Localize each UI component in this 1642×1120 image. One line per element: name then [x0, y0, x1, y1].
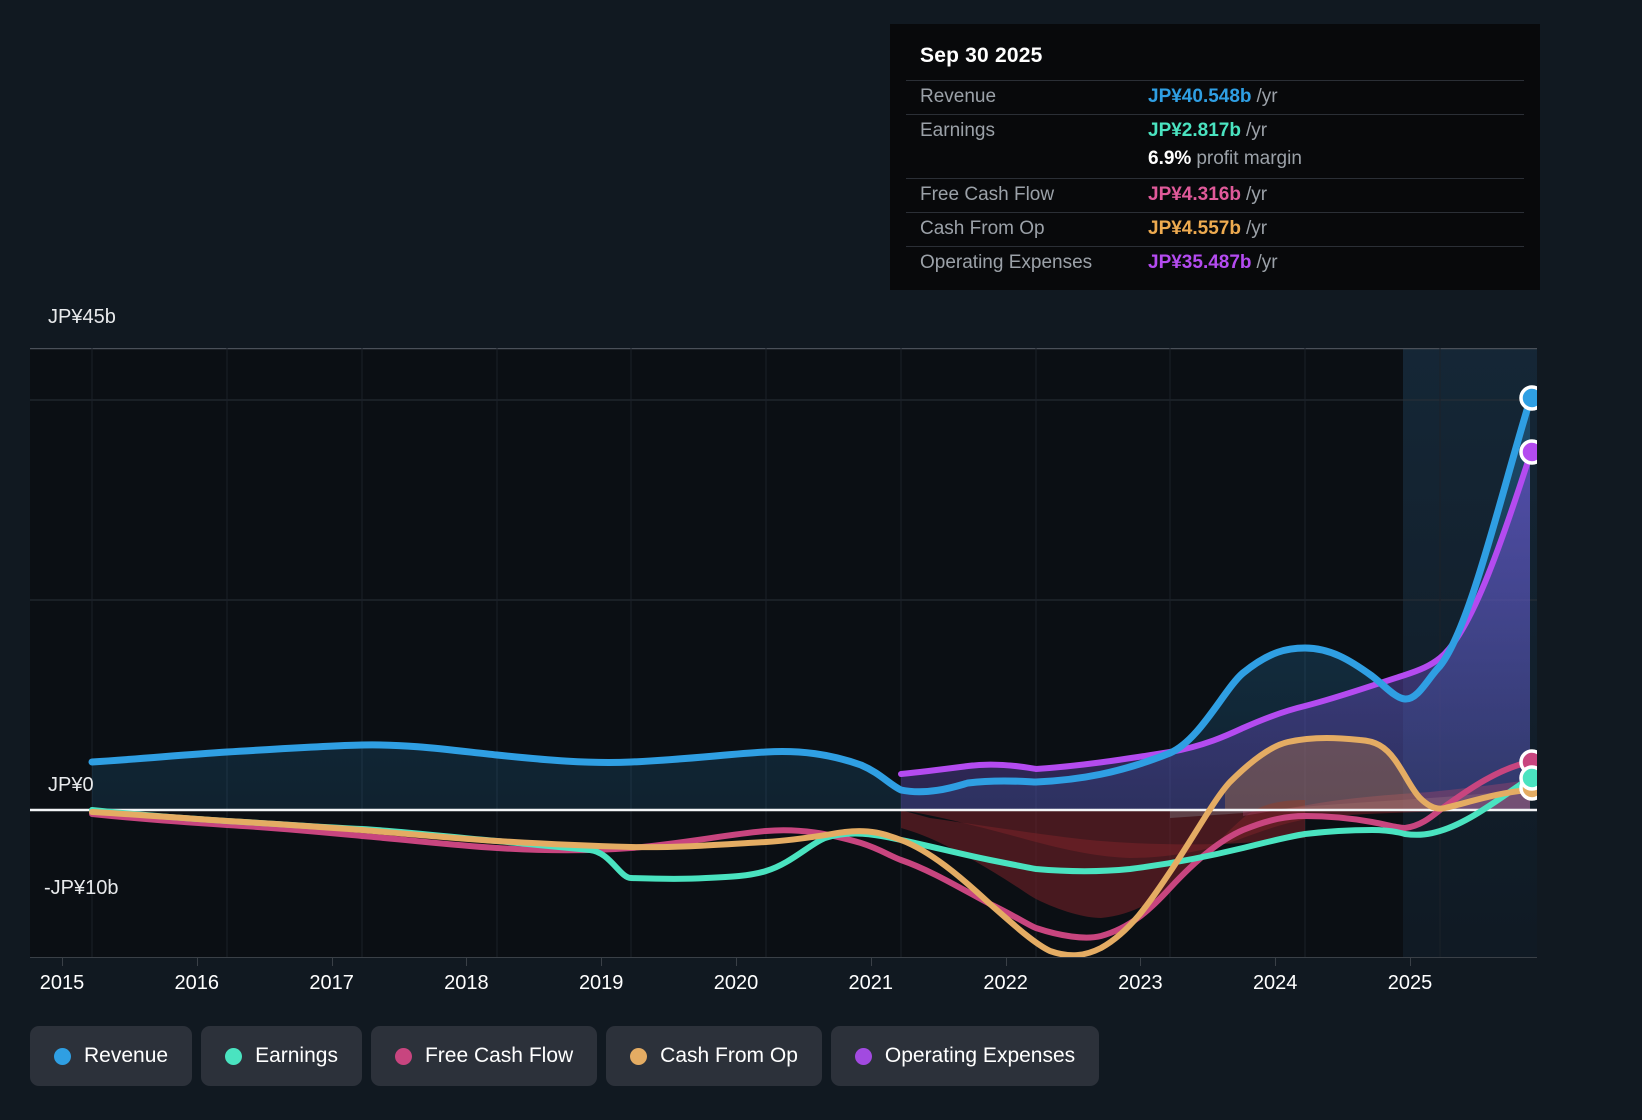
x-axis-line: [30, 957, 1537, 958]
x-axis-tick-label: 2016: [174, 972, 220, 994]
tooltip-row-value-wrap: 6.9% profit margin: [1148, 148, 1302, 170]
x-axis-tick: [601, 957, 603, 966]
revenue-line: [88, 396, 1534, 796]
y-axis-label-zero: JP¥0: [48, 774, 94, 796]
legend-item-label: Operating Expenses: [884, 1044, 1076, 1067]
legend-item-revenue[interactable]: Revenue: [30, 1026, 193, 1086]
x-axis-tick: [62, 957, 63, 966]
opex-endpoint-marker: [1519, 439, 1537, 465]
legend-item-label: Revenue: [84, 1044, 169, 1067]
tooltip-row-unit: /yr: [1245, 120, 1268, 141]
vertical-gridlines: [91, 348, 1441, 958]
x-axis-tick-label: 2020: [713, 972, 759, 994]
x-axis-tick: [1410, 957, 1411, 966]
cash-from-op-line: [89, 735, 1533, 958]
y-axis-label-negative: -JP¥10b: [44, 877, 119, 899]
legend-color-dot-icon: [394, 1047, 412, 1065]
tooltip-row-value-wrap: JP¥2.817b/yr: [1148, 120, 1267, 142]
x-axis-tick: [196, 957, 198, 966]
tooltip-row-value: 6.9%: [1148, 148, 1192, 169]
x-axis-tick-label: 2025: [1387, 972, 1433, 994]
tooltip-row-unit: /yr: [1256, 252, 1278, 273]
x-axis-tick-label: 2024: [1252, 972, 1298, 994]
tooltip-row: Earnings JP¥2.817b/yr: [906, 114, 1524, 148]
chart-svg: [30, 348, 1537, 958]
tooltip-row-label: Operating Expenses: [920, 252, 1093, 273]
x-axis-tick: [331, 957, 333, 966]
legend-item-earnings[interactable]: Earnings: [201, 1026, 362, 1086]
tooltip-row-value: JP¥35.487b: [1148, 252, 1252, 273]
x-axis-tick-label: 2023: [1118, 972, 1163, 994]
legend-item-label: Free Cash Flow: [424, 1044, 574, 1067]
legend-color-dot-icon: [854, 1047, 872, 1065]
tooltip-row-value: JP¥2.817b: [1148, 120, 1241, 141]
chart-legend[interactable]: Revenue Earnings Free Cash Flow Cash From O…: [30, 1026, 1100, 1086]
x-axis-tick-label: 2019: [578, 972, 624, 994]
legend-color-dot-icon: [630, 1047, 648, 1065]
x-axis-tick-label: 2022: [983, 972, 1028, 994]
x-axis-tick: [466, 957, 468, 966]
tooltip-row-value-wrap: JP¥4.316b/yr: [1148, 184, 1267, 206]
legend-item-free-cash-flow[interactable]: Free Cash Flow: [370, 1026, 598, 1086]
tooltip-row: Revenue JP¥40.548b/yr: [906, 80, 1524, 114]
tooltip-row-unit: profit margin: [1196, 148, 1302, 169]
legend-item-operating-expenses[interactable]: Operating Expenses: [830, 1026, 1100, 1086]
tooltip-row-label: Free Cash Flow: [920, 184, 1055, 205]
revenue-endpoint-marker: [1519, 385, 1537, 411]
legend-item-label: Cash From Op: [660, 1044, 798, 1067]
x-axis-tick-label: 2018: [444, 972, 489, 994]
legend-color-dot-icon: [225, 1047, 243, 1065]
negative-band-area: [901, 810, 1530, 858]
tooltip-row-value-wrap: JP¥40.548b/yr: [1148, 86, 1278, 108]
operating-expenses-line: [898, 452, 1533, 777]
opex-area: [901, 455, 1530, 810]
x-axis-tick: [870, 957, 872, 966]
cashop-hump-area: [1225, 738, 1440, 810]
tooltip-row-label: Cash From Op: [920, 218, 1045, 239]
tooltip-row-unit: /yr: [1245, 184, 1268, 205]
earnings-endpoint-marker: [1519, 765, 1537, 791]
x-axis-tick: [1005, 957, 1007, 966]
tooltip-row-value-wrap: JP¥35.487b/yr: [1148, 252, 1278, 274]
tooltip-row-value: JP¥4.557b: [1148, 218, 1241, 239]
x-axis-tick-label: 2021: [848, 972, 894, 994]
legend-item-label: Earnings: [255, 1044, 338, 1067]
x-axis-tick: [1140, 957, 1142, 966]
x-axis-tick-label: 2015: [39, 972, 85, 994]
legend-item-cash-from-op[interactable]: Cash From Op: [606, 1026, 822, 1086]
chart-plot-area: [30, 348, 1537, 958]
data-tooltip: Sep 30 2025 Revenue JP¥40.548b/yr Earnings…: [890, 24, 1540, 290]
x-axis: 2015 2016 2017 2018 2019 2020 2021 2022 2023 2024…: [30, 957, 1537, 1002]
tooltip-row: Operating Expenses JP¥35.487b/yr: [906, 246, 1524, 280]
tooltip-row-unit: /yr: [1245, 218, 1268, 239]
tooltip-row: Free Cash Flow JP¥4.316b/yr: [906, 178, 1524, 212]
tooltip-rows: Revenue JP¥40.548b/yr Earnings JP¥2.817b/yr…: [906, 80, 1524, 280]
tooltip-date: Sep 30 2025: [920, 44, 1043, 67]
tooltip-row: 6.9% profit margin: [906, 148, 1524, 178]
tooltip-row: Cash From Op JP¥4.557b/yr: [906, 212, 1524, 246]
tooltip-row-value: JP¥4.316b: [1148, 184, 1241, 205]
x-axis-tick: [1275, 957, 1277, 966]
y-axis-label-top: JP¥45b: [48, 306, 116, 328]
tooltip-row-value-wrap: JP¥4.557b/yr: [1148, 218, 1267, 240]
x-axis-tick-label: 2017: [309, 972, 354, 994]
tooltip-row-value: JP¥40.548b: [1148, 86, 1252, 107]
tooltip-row-unit: /yr: [1256, 86, 1278, 107]
legend-color-dot-icon: [54, 1047, 71, 1065]
tooltip-row-label: Earnings: [920, 120, 995, 141]
x-axis-tick: [736, 957, 737, 966]
tooltip-row-label: Revenue: [920, 86, 997, 107]
